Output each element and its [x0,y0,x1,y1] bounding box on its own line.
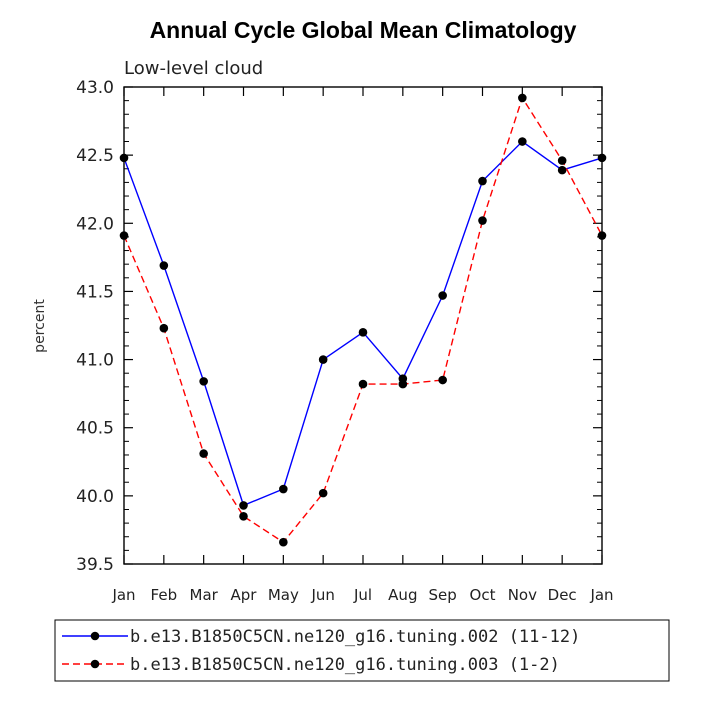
legend-marker-2 [90,659,100,669]
data-point-series-2 [398,379,408,389]
data-point-series-2 [478,216,487,225]
chart-title: Annual Cycle Global Mean Climatology [150,17,577,43]
data-point-series-1 [279,484,288,494]
y-tick-label: 41.5 [76,282,114,302]
x-tick-label: Nov [508,586,537,604]
data-point-series-2 [239,512,248,521]
data-point-series-1 [438,291,447,300]
series-group [119,93,607,547]
data-point-series-1 [557,165,567,175]
data-point-series-2 [318,488,328,498]
y-tick-label: 41.0 [76,351,114,371]
x-tick-label: Mar [190,586,219,604]
data-point-series-2 [518,93,527,103]
plot-frame [123,86,603,565]
legend-label-2: b.e13.B1850C5CN.ne120_g16.tuning.003 (1-… [130,655,560,675]
x-tick-label: Jan [589,586,613,604]
x-tick-label: Apr [231,586,258,604]
data-point-series-1 [318,355,328,364]
data-point-series-1 [159,261,169,270]
y-tick-label: 43.0 [76,78,114,98]
legend: b.e13.B1850C5CN.ne120_g16.tuning.002 (11… [54,619,670,682]
data-point-series-2 [557,156,567,165]
data-point-series-2 [159,323,169,333]
data-point-series-2 [358,379,368,389]
x-tick-label: Jan [111,586,135,604]
y-tick-label: 40.0 [76,487,114,507]
data-point-series-2 [199,449,208,458]
legend-label-1: b.e13.B1850C5CN.ne120_g16.tuning.002 (11… [130,627,580,647]
series-line-2 [123,96,603,544]
x-tick-label: Aug [388,586,417,604]
data-point-series-1 [239,501,248,510]
x-tick-label: Jun [310,586,334,604]
y-tick-label: 42.0 [76,214,114,234]
x-tick-label: Jul [353,586,372,604]
x-tick-label: Sep [429,586,457,604]
y-axis-label: percent [32,299,48,353]
legend-box [54,619,670,682]
data-point-series-1 [358,328,368,337]
legend-marker-1 [90,631,100,641]
chart-subtitle: Low-level cloud [124,58,263,79]
axis-ticks: 39.5 40.0 40.5 41.0 41.5 42.0 42.5 43.0 Jan Feb Ma… [76,78,613,604]
series-line-1 [123,140,603,507]
y-tick-label: 39.5 [76,555,114,575]
data-point-series-2 [279,537,288,547]
data-point-series-1 [199,377,208,386]
y-tick-label: 42.5 [76,146,114,166]
data-point-series-1 [518,137,527,146]
x-tick-label: Feb [151,586,178,604]
data-point-series-1 [478,176,487,186]
x-tick-label: Dec [548,586,577,604]
x-tick-label: May [268,586,299,604]
x-tick-label: Oct [470,586,496,604]
y-tick-label: 40.5 [76,419,114,439]
data-point-series-2 [438,375,447,385]
